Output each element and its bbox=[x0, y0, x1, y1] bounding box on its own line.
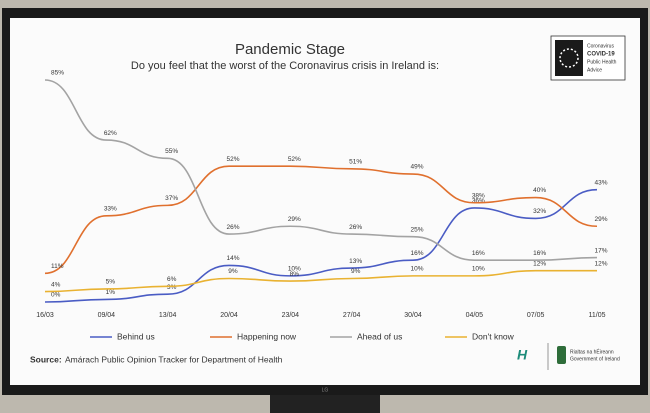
government-english: Government of Ireland bbox=[570, 356, 620, 362]
data-label: 62% bbox=[104, 130, 117, 137]
hse-logo: H bbox=[517, 347, 528, 363]
data-label: 55% bbox=[165, 148, 178, 155]
series-line bbox=[44, 165, 598, 275]
harp-logo bbox=[557, 346, 566, 364]
legend-label: Ahead of us bbox=[357, 331, 402, 341]
data-label: 10% bbox=[288, 266, 301, 273]
data-label: 52% bbox=[288, 156, 301, 163]
chart-subtitle: Do you feel that the worst of the Corona… bbox=[131, 60, 439, 72]
x-tick-label: 04/05 bbox=[466, 312, 484, 319]
data-label: 26% bbox=[349, 224, 362, 231]
series-line bbox=[44, 79, 598, 262]
logo-text: Public Health bbox=[587, 59, 617, 65]
screen bbox=[10, 18, 640, 385]
data-label: 14% bbox=[226, 255, 239, 262]
data-label: 0% bbox=[51, 292, 61, 299]
x-tick-label: 16/03 bbox=[36, 312, 54, 319]
data-label: 8% bbox=[290, 271, 300, 278]
data-label: 40% bbox=[533, 187, 546, 194]
x-tick-label: 09/04 bbox=[98, 312, 116, 319]
data-label: 43% bbox=[594, 179, 607, 186]
data-label: 16% bbox=[472, 250, 485, 257]
logo-virus bbox=[555, 40, 583, 76]
data-label: 10% bbox=[472, 266, 485, 273]
data-label: 16% bbox=[410, 250, 423, 257]
logo-text: COVID-19 bbox=[587, 52, 615, 58]
data-label: 9% bbox=[228, 268, 238, 275]
source: Amárach Public Opinion Tracker for Depar… bbox=[65, 354, 283, 364]
legend-label: Happening now bbox=[237, 331, 297, 341]
data-label: 37% bbox=[165, 195, 178, 202]
x-tick-label: 20/04 bbox=[220, 312, 238, 319]
data-label: 29% bbox=[288, 216, 301, 223]
logo-virus-icon bbox=[559, 48, 579, 68]
logo-text: Advice bbox=[587, 67, 602, 73]
chart-title: Pandemic Stage bbox=[235, 41, 345, 58]
legend-label: Don't know bbox=[472, 331, 515, 341]
monitor-brand: LG bbox=[322, 387, 329, 393]
series-line bbox=[44, 269, 597, 293]
data-label: 10% bbox=[410, 266, 423, 273]
government-irish: Rialtas na hÉireann bbox=[570, 348, 614, 355]
x-tick-label: 13/04 bbox=[159, 312, 177, 319]
data-label: 12% bbox=[594, 260, 607, 267]
data-label: 16% bbox=[533, 250, 546, 257]
data-label: 85% bbox=[51, 70, 64, 77]
x-tick-label: 27/04 bbox=[343, 312, 361, 319]
x-tick-label: 23/04 bbox=[282, 312, 300, 319]
data-label: 9% bbox=[351, 268, 361, 275]
data-label: 1% bbox=[106, 289, 116, 296]
data-label: 32% bbox=[533, 208, 546, 215]
source-label: Source: bbox=[30, 354, 62, 364]
monitor-stand bbox=[270, 395, 380, 413]
data-label: 51% bbox=[349, 159, 362, 166]
data-label: 17% bbox=[594, 247, 607, 254]
x-tick-label: 11/05 bbox=[589, 312, 606, 319]
data-label: 11% bbox=[51, 263, 64, 270]
data-label: 13% bbox=[349, 258, 362, 265]
data-label: 26% bbox=[226, 224, 239, 231]
data-label: 49% bbox=[410, 164, 423, 171]
data-label: 38% bbox=[472, 192, 485, 199]
data-label: 29% bbox=[594, 216, 607, 223]
data-label: 5% bbox=[106, 279, 116, 286]
data-label: 33% bbox=[104, 206, 117, 213]
x-tick-label: 07/05 bbox=[527, 312, 545, 319]
logo-text: Coronavirus bbox=[587, 43, 614, 49]
data-label: 36% bbox=[472, 198, 485, 205]
data-label: 52% bbox=[226, 156, 239, 163]
legend-label: Behind us bbox=[117, 331, 155, 341]
data-label: 4% bbox=[51, 281, 61, 288]
data-label: 12% bbox=[533, 260, 546, 267]
data-label: 6% bbox=[167, 276, 177, 283]
series-line bbox=[44, 188, 598, 303]
data-label: 3% bbox=[167, 284, 177, 291]
data-label: 25% bbox=[410, 226, 423, 233]
x-tick-label: 30/04 bbox=[404, 312, 422, 319]
